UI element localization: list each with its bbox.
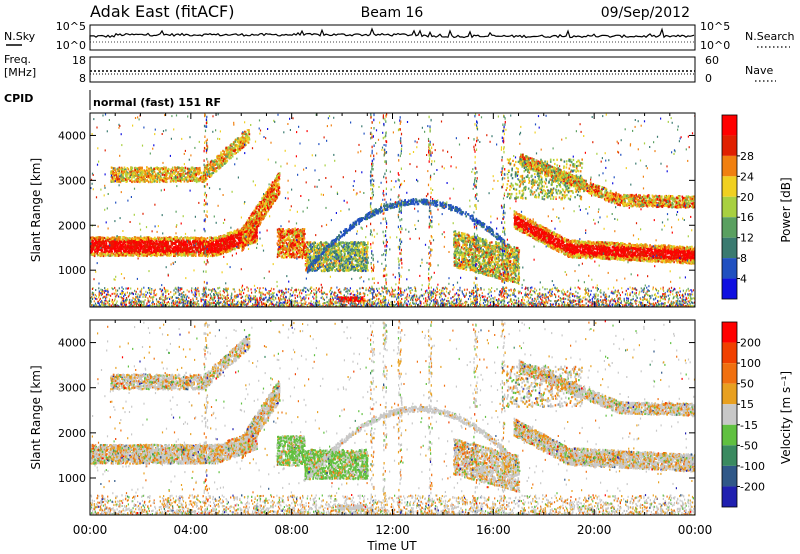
power-colorbar-label: Power [dB]: [779, 177, 793, 242]
radar-chart: Adak East (fitACF) Beam 16 09/Sep/2012 N.Sk…: [0, 0, 800, 554]
power-colorbar-tick-5: 24: [740, 170, 754, 183]
cpid-label: CPID: [4, 92, 33, 105]
power-colorbar-swatch-5: [722, 217, 737, 237]
date-label: 09/Sep/2012: [601, 5, 690, 21]
velocity-ytick-label-1: 2000: [58, 427, 86, 440]
xtick-label-3: 12:00: [375, 523, 410, 537]
power-colorbar-tick-3: 16: [740, 211, 754, 224]
cpid-value: normal (fast) 151 RF: [93, 96, 221, 109]
power-colorbar-swatch-4: [722, 197, 737, 217]
velocity-colorbar-swatch-6: [722, 445, 737, 466]
freq-label: Freq.: [4, 53, 31, 66]
power-colorbar-swatch-3: [722, 176, 737, 196]
noise-tick-left-top: 10^5: [56, 20, 86, 33]
noise-tick-right-top: 10^5: [700, 20, 730, 33]
freq-unit: [MHz]: [4, 66, 36, 79]
velocity-heatmap: [90, 320, 697, 517]
velocity-colorbar-tick-1: 100: [740, 357, 761, 370]
velocity-colorbar-tick-6: -100: [740, 460, 765, 473]
nave-tick-top: 60: [705, 54, 719, 67]
power-colorbar-swatch-2: [722, 156, 737, 176]
freq-tick-bottom: 8: [79, 72, 86, 85]
nave-label: Nave: [745, 64, 773, 77]
power-ytick-label-0: 1000: [58, 264, 86, 277]
power-colorbar-tick-6: 28: [740, 150, 754, 163]
power-colorbar-tick-2: 12: [740, 232, 754, 245]
velocity-panel-frame: [90, 320, 695, 515]
power-heatmap: [90, 113, 697, 309]
power-colorbar-tick-0: 4: [740, 273, 747, 286]
freq-panel-frame: [90, 57, 695, 82]
velocity-colorbar-tick-0: 200: [740, 337, 761, 350]
velocity-colorbar-swatch-0: [722, 322, 737, 343]
velocity-colorbar-swatch-2: [722, 363, 737, 384]
velocity-colorbar-swatch-3: [722, 384, 737, 405]
station-title: Adak East (fitACF): [90, 2, 234, 21]
velocity-colorbar-swatch-1: [722, 343, 737, 364]
power-colorbar-swatch-7: [722, 258, 737, 278]
power-colorbar-swatch-6: [722, 238, 737, 258]
noise-panel-frame: [90, 25, 695, 50]
velocity-ytick-label-2: 3000: [58, 382, 86, 395]
power-ylabel: Slant Range [km]: [29, 158, 43, 262]
xtick-label-2: 08:00: [274, 523, 309, 537]
nsearch-label: N.Search: [745, 30, 795, 43]
velocity-colorbar-swatch-8: [722, 486, 737, 507]
power-colorbar-swatch-1: [722, 135, 737, 155]
xtick-label-1: 04:00: [174, 523, 209, 537]
velocity-ylabel: Slant Range [km]: [29, 365, 43, 469]
xtick-label-0: 00:00: [73, 523, 108, 537]
xtick-label-6: 00:00: [678, 523, 713, 537]
velocity-colorbar-tick-2: 50: [740, 378, 754, 391]
xlabel: Time UT: [366, 539, 417, 553]
xtick-label-4: 16:00: [476, 523, 511, 537]
power-ytick-label-3: 4000: [58, 129, 86, 142]
power-colorbar-swatch-8: [722, 279, 737, 299]
noise-tick-left-bottom: 10^0: [56, 39, 86, 52]
nave-tick-bottom: 0: [705, 72, 712, 85]
nsky-trace: [90, 29, 694, 40]
beam-label: Beam 16: [361, 5, 424, 21]
power-colorbar-tick-4: 20: [740, 191, 754, 204]
freq-tick-top: 18: [72, 54, 86, 67]
velocity-colorbar-tick-3: 15: [740, 398, 754, 411]
power-colorbar-tick-1: 8: [740, 252, 747, 265]
velocity-ytick-label-0: 1000: [58, 472, 86, 485]
noise-tick-right-bottom: 10^0: [700, 39, 730, 52]
velocity-colorbar-swatch-5: [722, 425, 737, 446]
velocity-colorbar-tick-5: -50: [740, 439, 758, 452]
power-panel-frame: [90, 113, 695, 307]
velocity-colorbar-label: Velocity [m s⁻¹]: [779, 371, 793, 464]
velocity-colorbar-swatch-4: [722, 404, 737, 425]
velocity-colorbar-tick-4: -15: [740, 419, 758, 432]
velocity-colorbar-tick-7: -200: [740, 480, 765, 493]
power-colorbar-swatch-0: [722, 115, 737, 135]
power-ytick-label-2: 3000: [58, 174, 86, 187]
xtick-label-5: 20:00: [577, 523, 612, 537]
nsky-label: N.Sky: [4, 30, 36, 43]
power-ytick-label-1: 2000: [58, 219, 86, 232]
velocity-ytick-label-3: 4000: [58, 337, 86, 350]
velocity-colorbar-swatch-7: [722, 466, 737, 487]
